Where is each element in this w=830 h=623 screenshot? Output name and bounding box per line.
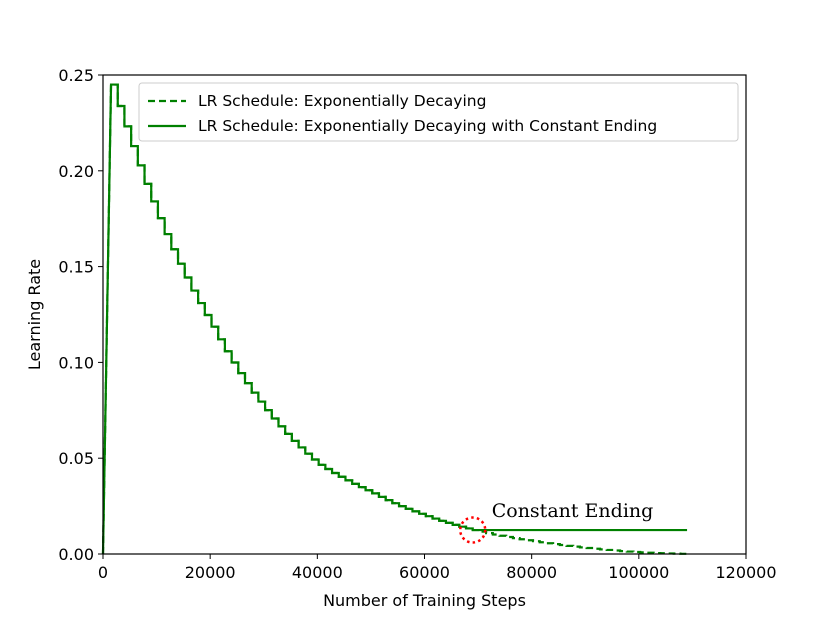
legend-box bbox=[138, 82, 739, 142]
y-tick-label: 0.00 bbox=[58, 545, 94, 564]
legend: LR Schedule: Exponentially Decaying LR S… bbox=[138, 82, 739, 142]
x-tick-label: 40000 bbox=[292, 563, 343, 582]
x-axis-label: Number of Training Steps bbox=[323, 591, 526, 610]
series-line-exponential-decay bbox=[101, 83, 689, 555]
x-tick-label: 60000 bbox=[399, 563, 450, 582]
x-tick-label: 0 bbox=[98, 563, 108, 582]
plot-frame bbox=[102, 74, 747, 555]
y-axis-label: Learning Rate bbox=[25, 259, 44, 370]
y-tick-label: 0.25 bbox=[58, 66, 94, 85]
legend-label-solid: LR Schedule: Exponentially Decaying with… bbox=[198, 117, 657, 135]
legend-label-dashed: LR Schedule: Exponentially Decaying bbox=[198, 92, 486, 110]
y-tick-label: 0.10 bbox=[58, 353, 94, 372]
x-tick-label: 100000 bbox=[608, 563, 669, 582]
annotation-constant-ending: Constant Ending bbox=[492, 500, 654, 522]
y-tick-label: 0.05 bbox=[58, 449, 94, 468]
x-tick-label: 120000 bbox=[715, 563, 776, 582]
x-tick-label: 20000 bbox=[185, 563, 236, 582]
constant-ending-marker bbox=[458, 516, 487, 544]
y-tick-label: 0.20 bbox=[58, 162, 94, 181]
y-tick-label: 0.15 bbox=[58, 258, 94, 277]
series-line-constant-ending bbox=[101, 83, 688, 555]
x-tick-label: 80000 bbox=[506, 563, 557, 582]
